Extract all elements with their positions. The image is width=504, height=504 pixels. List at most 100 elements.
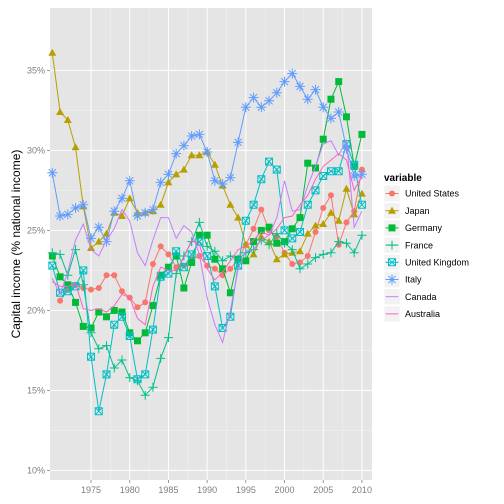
y-tick-label: 35% — [27, 65, 45, 75]
data-point-united-kingdom — [187, 250, 196, 259]
data-point-germany — [157, 271, 165, 279]
data-point-germany — [87, 324, 95, 332]
data-point-italy — [325, 113, 336, 124]
legend-item-italy: Italy — [383, 271, 422, 288]
data-point-germany — [110, 306, 118, 314]
data-point-japan — [195, 151, 204, 159]
data-point-japan — [63, 116, 72, 123]
x-tick-label: 1990 — [197, 485, 217, 495]
data-point-united-kingdom — [272, 165, 281, 174]
data-point-germany — [118, 308, 126, 316]
x-tick-label: 1980 — [120, 485, 140, 495]
legend-key-marker — [388, 258, 396, 267]
data-point-germany — [288, 225, 296, 233]
data-point-france — [156, 353, 166, 363]
y-tick-label: 25% — [27, 225, 45, 235]
legend-item-france: France — [383, 236, 433, 254]
data-point-germany — [296, 214, 304, 222]
series-line-canada — [51, 139, 363, 344]
legend-key-marker — [387, 274, 397, 285]
data-point-japan — [303, 229, 312, 237]
data-point-italy — [70, 203, 81, 213]
legend-items: United States Japan Germany France United Ki… — [383, 185, 469, 323]
data-point-italy — [147, 204, 158, 215]
data-point-france — [55, 249, 65, 259]
data-point-italy — [295, 81, 306, 92]
data-point-united-states — [227, 265, 234, 272]
legend-item-united-states: United States — [383, 185, 460, 202]
x-tick-label: 1985 — [158, 485, 178, 495]
data-point-germany — [149, 302, 157, 310]
data-point-italy — [202, 147, 213, 157]
data-point-united-states — [134, 304, 141, 311]
data-point-france — [341, 238, 351, 248]
data-point-germany — [226, 289, 234, 297]
data-point-united-states — [250, 225, 257, 232]
data-point-germany — [327, 95, 335, 103]
y-axis-tick-labels: 10% 15% 20% 25% 30% 35% — [27, 65, 45, 475]
data-point-japan — [311, 221, 320, 229]
legend-item-united-kingdom: United Kingdom — [383, 254, 469, 271]
data-point-united-states — [258, 206, 265, 213]
data-point-united-kingdom — [63, 287, 72, 296]
data-point-france — [78, 280, 88, 290]
data-point-italy — [55, 211, 66, 221]
data-point-italy — [140, 207, 151, 218]
data-point-italy — [78, 199, 89, 210]
legend-item-canada: Canada — [383, 288, 437, 305]
data-point-france — [71, 245, 81, 255]
data-point-germany — [335, 78, 343, 86]
data-point-italy — [93, 222, 104, 233]
data-point-italy — [318, 102, 329, 113]
data-point-japan — [94, 237, 103, 245]
data-point-germany — [358, 130, 366, 138]
data-point-united-kingdom — [265, 157, 274, 166]
data-point-france — [357, 230, 367, 240]
data-point-italy — [132, 211, 143, 221]
y-axis-title: Capital income (% national income) — [9, 150, 23, 339]
major-grid — [50, 8, 372, 480]
x-tick-label: 2010 — [352, 485, 372, 495]
legend-label: United States — [405, 189, 460, 199]
data-point-united-states — [343, 219, 350, 226]
data-point-united-kingdom — [179, 263, 188, 272]
data-point-united-kingdom — [87, 352, 96, 361]
data-point-united-states — [118, 288, 125, 295]
data-point-italy — [233, 137, 244, 148]
data-point-united-kingdom — [288, 234, 297, 243]
data-point-japan — [319, 220, 328, 227]
data-point-france — [202, 241, 212, 251]
data-point-united-states — [327, 192, 334, 199]
legend-key-marker — [387, 240, 397, 250]
data-point-japan — [87, 244, 96, 251]
data-point-france — [179, 251, 189, 261]
y-tick-label: 15% — [27, 385, 45, 395]
data-point-united-states — [165, 251, 172, 258]
legend-label: Canada — [405, 292, 437, 302]
data-point-germany — [103, 313, 111, 321]
data-point-united-states — [289, 261, 296, 267]
data-point-japan — [342, 184, 351, 192]
x-tick-label: 1975 — [81, 485, 101, 495]
data-point-germany — [319, 135, 327, 143]
data-point-italy — [86, 233, 97, 244]
data-point-germany — [95, 308, 103, 316]
data-point-united-kingdom — [148, 325, 157, 334]
data-point-italy — [225, 172, 236, 183]
data-point-united-kingdom — [102, 370, 111, 379]
data-point-japan — [56, 108, 65, 115]
data-point-france — [272, 229, 282, 239]
y-tick-label: 20% — [27, 305, 45, 315]
data-point-france — [210, 246, 220, 256]
data-point-united-states — [88, 286, 95, 293]
data-point-germany — [64, 281, 72, 289]
data-point-france — [280, 238, 290, 248]
data-point-united-states — [312, 229, 319, 235]
legend-key-marker — [389, 190, 395, 197]
data-point-germany — [188, 258, 196, 266]
series-canada — [51, 139, 363, 344]
data-point-japan — [48, 48, 57, 56]
legend-item-germany: Germany — [383, 219, 443, 237]
legend-label: France — [405, 240, 433, 250]
